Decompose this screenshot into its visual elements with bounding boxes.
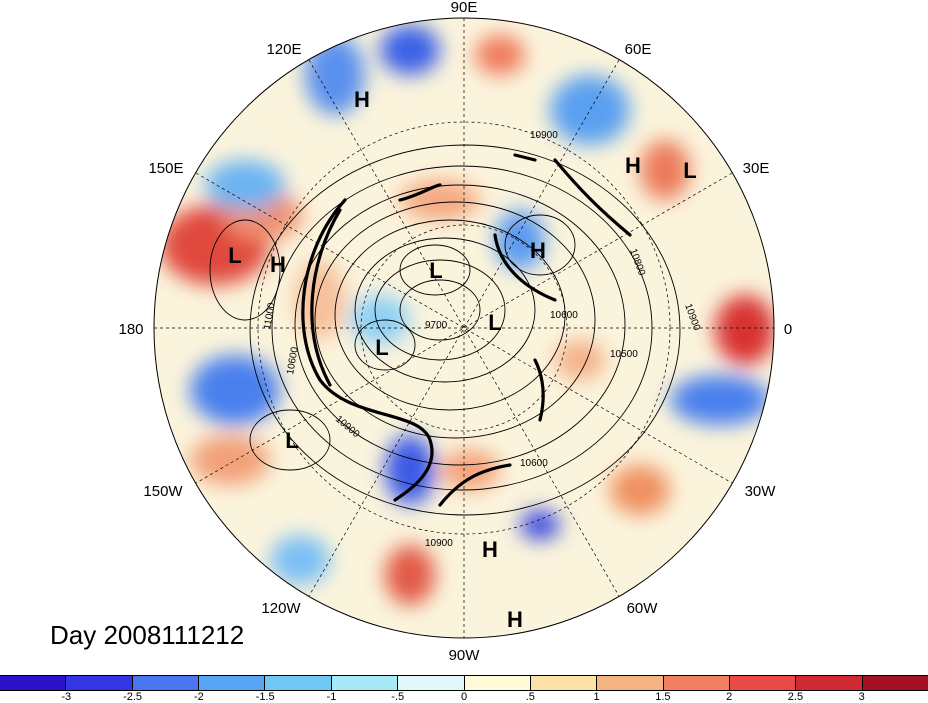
- lon-label-90w: 90W: [449, 647, 481, 664]
- colorbar-swatch: [663, 676, 730, 690]
- colorbar-tick-label: .5: [525, 691, 535, 703]
- lon-label-150e: 150E: [148, 160, 183, 177]
- colorbar-swatch: [265, 676, 332, 690]
- day-label: Day 2008111212: [50, 620, 245, 650]
- lon-label-150w: 150W: [143, 483, 183, 500]
- colorbar-swatch: [132, 676, 200, 690]
- contour-label: 11000: [262, 302, 278, 331]
- pressure-center: H: [270, 252, 286, 277]
- height-contours: [209, 144, 681, 516]
- jet-streams: [301, 153, 632, 507]
- lon-label-180: 180: [118, 321, 143, 338]
- lon-label-120w: 120W: [261, 600, 301, 617]
- colorbar-swatch: [398, 676, 465, 690]
- colorbar-swatch: [729, 676, 797, 690]
- contour-label: 9700: [425, 320, 448, 331]
- colorbar-swatch: [597, 676, 664, 690]
- colorbar-swatch: [0, 676, 67, 690]
- colorbar-tick-label: 0: [460, 691, 468, 703]
- pressure-center: H: [530, 238, 546, 263]
- pressure-center: H: [507, 607, 523, 632]
- lon-label-60w: 60W: [627, 600, 659, 617]
- colorbar-tick-label: 3: [858, 691, 865, 703]
- graticule: [154, 18, 774, 638]
- contour-label: 10900: [425, 538, 453, 549]
- colorbar-tick-label: -2.5: [123, 691, 143, 703]
- lon-label-30e: 30E: [743, 160, 770, 177]
- colorbar-swatch: [530, 676, 598, 690]
- lon-label-90e: 90E: [451, 0, 478, 16]
- colorbar-tick-label: -1.5: [255, 691, 275, 703]
- pressure-center: L: [488, 310, 501, 335]
- colorbar: -3 -2.5 -2 -1.5 -1 -.5 0 .5 1 1.5 2 2.5 3: [0, 675, 928, 703]
- contour-label: 10600: [550, 310, 578, 321]
- lon-label-120e: 120E: [266, 41, 301, 58]
- colorbar-swatch: [464, 676, 531, 690]
- colorbar-tick-label: -3: [61, 691, 72, 703]
- colorbar-tick-label: -1: [326, 691, 337, 703]
- lon-label-30w: 30W: [745, 483, 777, 500]
- lon-label-60e: 60E: [625, 41, 652, 58]
- colorbar-tick-label: 1: [593, 691, 600, 703]
- lon-label-0: 0: [784, 321, 792, 338]
- pressure-center: H: [482, 537, 498, 562]
- colorbar-swatch: [331, 676, 399, 690]
- pressure-center: H: [354, 87, 370, 112]
- colorbar-tick-label: 2.5: [787, 691, 804, 703]
- colorbar-tick-label: -2: [193, 691, 204, 703]
- colorbar-ticks: -3 -2.5 -2 -1.5 -1 -.5 0 .5 1 1.5 2 2.5 3: [0, 691, 928, 703]
- pressure-center: L: [285, 428, 298, 453]
- colorbar-tick-label: 1.5: [655, 691, 671, 703]
- pressure-center: L: [228, 243, 241, 268]
- pressure-center: L: [683, 158, 696, 183]
- polar-map: 90E 60E 30E 0 30W 60W 90W 120W 150W 180 …: [118, 0, 792, 664]
- pressure-center: L: [375, 335, 388, 360]
- colorbar-swatch: [796, 676, 863, 690]
- colorbar-swatches: [0, 675, 928, 691]
- longitude-labels: 90E 60E 30E 0 30W 60W 90W 120W 150W 180 …: [118, 0, 792, 664]
- colorbar-swatch: [199, 676, 266, 690]
- contour-label: 10600: [285, 346, 301, 376]
- pressure-center: L: [429, 258, 442, 283]
- contour-label: 10600: [520, 458, 548, 469]
- colorbar-tick-label: 2: [726, 691, 733, 703]
- colorbar-swatch: [862, 676, 928, 690]
- pressure-center: H: [625, 153, 641, 178]
- contour-label: 10500: [610, 349, 638, 360]
- colorbar-swatch: [66, 676, 133, 690]
- pressure-centers: H H L L H H L L L L H H: [228, 87, 696, 632]
- colorbar-tick-label: -.5: [391, 691, 405, 703]
- anomaly-field: [160, 25, 774, 605]
- contour-label: 10900: [530, 130, 558, 141]
